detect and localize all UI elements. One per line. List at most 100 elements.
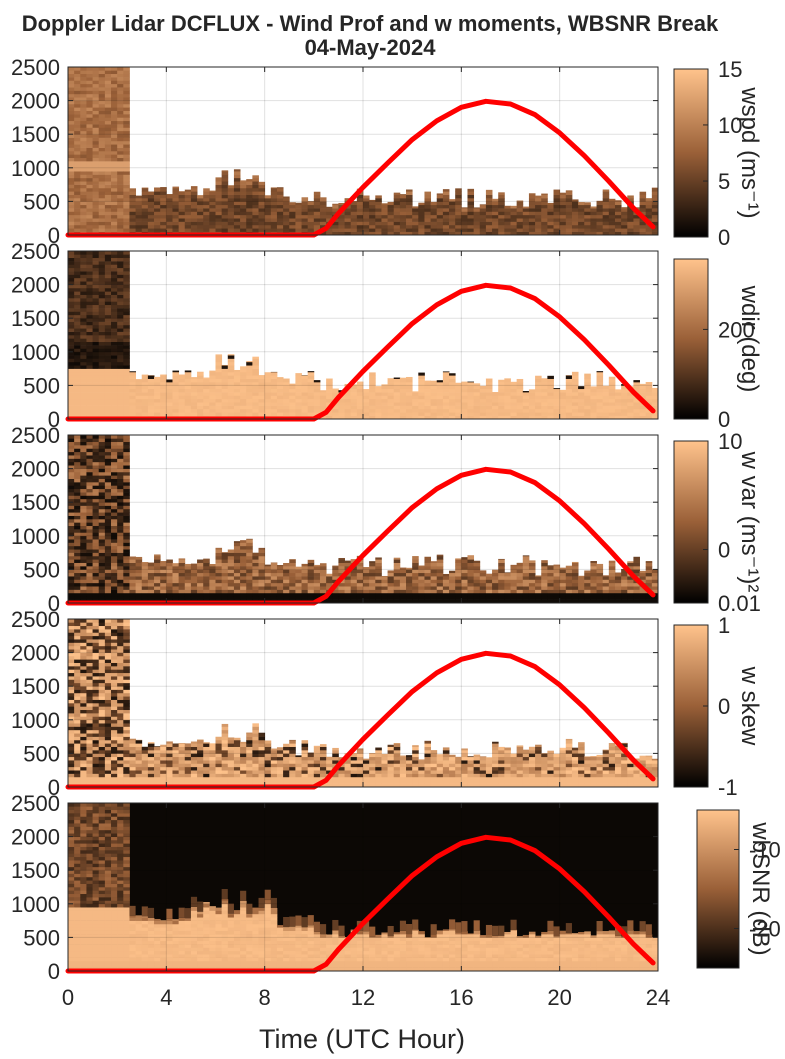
heatmap-cell xyxy=(104,398,112,403)
heatmap-cell xyxy=(406,392,413,396)
heatmap-cell xyxy=(283,208,290,212)
heatmap-cell xyxy=(92,355,100,359)
heatmap-cell xyxy=(80,318,87,322)
heatmap-cell xyxy=(104,100,112,105)
heatmap-cell xyxy=(86,271,93,275)
heatmap-cell xyxy=(240,589,247,594)
heatmap-cell xyxy=(246,395,253,400)
heatmap-cell xyxy=(123,184,130,189)
heatmap-cell xyxy=(301,589,309,594)
heatmap-cell xyxy=(578,415,585,420)
heatmap-cell xyxy=(135,402,143,406)
heatmap-cell xyxy=(399,194,407,199)
heatmap-cell xyxy=(455,562,462,567)
heatmap-cell xyxy=(160,187,167,189)
heatmap-cell xyxy=(74,251,81,255)
heatmap-cell xyxy=(86,137,93,142)
heatmap-cell xyxy=(485,405,493,410)
heatmap-cell xyxy=(498,599,505,604)
heatmap-cell xyxy=(504,582,511,587)
heatmap-cell xyxy=(227,375,235,379)
heatmap-cell xyxy=(166,392,173,396)
heatmap-cell xyxy=(190,388,198,393)
heatmap-cell xyxy=(246,559,253,563)
heatmap-cell xyxy=(221,214,229,219)
heatmap-cell xyxy=(221,596,229,600)
heatmap-cell xyxy=(233,405,241,410)
heatmap-cell xyxy=(326,596,333,600)
colorbar-label: wdir (deg) xyxy=(736,285,763,393)
heatmap-cell xyxy=(123,485,130,490)
heatmap-cell xyxy=(123,338,130,343)
heatmap-cell xyxy=(528,596,536,600)
heatmap-cell xyxy=(559,599,567,604)
heatmap-cell xyxy=(80,198,87,202)
heatmap-cell xyxy=(356,214,364,219)
heatmap-cell xyxy=(160,221,167,226)
heatmap-cell xyxy=(135,224,143,229)
heatmap-cell xyxy=(68,358,75,363)
heatmap-cell xyxy=(203,566,210,570)
heatmap-cell xyxy=(571,388,579,393)
heatmap-cell xyxy=(319,208,327,212)
heatmap-cell xyxy=(547,398,554,403)
heatmap-cell xyxy=(565,582,573,587)
heatmap-cell xyxy=(614,398,622,403)
colorbar-tick-label: 200 xyxy=(718,317,755,342)
heatmap-cell xyxy=(485,592,493,597)
heatmap-cell xyxy=(473,412,481,416)
heatmap-cell xyxy=(455,589,462,594)
heatmap-cell xyxy=(98,498,106,503)
heatmap-cell xyxy=(141,214,149,219)
heatmap-cell xyxy=(504,228,511,232)
heatmap-cell xyxy=(74,361,81,366)
heatmap-cell xyxy=(590,586,597,590)
heatmap-cell xyxy=(123,508,130,513)
heatmap-cell xyxy=(117,134,124,138)
heatmap-cell xyxy=(449,375,456,379)
heatmap-cell xyxy=(301,228,309,232)
heatmap-cell xyxy=(160,412,167,416)
heatmap-cell xyxy=(147,402,155,406)
heatmap-cell xyxy=(98,271,106,275)
heatmap-cell xyxy=(319,395,327,400)
heatmap-cell xyxy=(387,231,395,236)
heatmap-cell xyxy=(363,405,370,410)
heatmap-cell xyxy=(111,569,118,574)
heatmap-cell xyxy=(154,559,161,563)
heatmap-cell xyxy=(344,208,352,212)
heatmap-cell xyxy=(141,187,149,192)
heatmap-cell xyxy=(252,198,259,202)
heatmap-cell xyxy=(541,599,548,604)
heatmap-cell xyxy=(74,441,81,446)
heatmap-cell xyxy=(264,208,272,212)
heatmap-cell xyxy=(504,589,511,594)
heatmap-cell xyxy=(129,371,137,373)
heatmap-cell xyxy=(510,205,518,209)
heatmap-cell xyxy=(68,355,75,359)
heatmap-cell xyxy=(68,291,75,295)
heatmap-cell xyxy=(639,395,647,400)
heatmap-cell xyxy=(104,405,112,410)
heatmap-cell xyxy=(86,388,93,393)
heatmap-cell xyxy=(129,211,137,216)
heatmap-cell xyxy=(74,358,81,363)
heatmap-cell xyxy=(123,385,130,390)
heatmap-cell xyxy=(565,375,573,379)
heatmap-cell xyxy=(104,468,112,473)
heatmap-cell xyxy=(485,415,493,420)
heatmap-cell xyxy=(651,582,659,587)
heatmap-cell xyxy=(301,566,309,570)
heatmap-cell xyxy=(442,388,450,393)
heatmap-cell xyxy=(86,398,93,403)
heatmap-cell xyxy=(467,555,475,557)
heatmap-cell xyxy=(221,572,229,577)
heatmap-cell xyxy=(602,228,610,232)
heatmap-cell xyxy=(442,412,450,416)
heatmap-cell xyxy=(375,582,382,587)
heatmap-cell xyxy=(92,522,100,527)
heatmap-cell xyxy=(117,311,124,316)
heatmap-cell xyxy=(74,311,81,316)
heatmap-cell xyxy=(449,589,456,594)
heatmap-cell xyxy=(68,692,75,697)
